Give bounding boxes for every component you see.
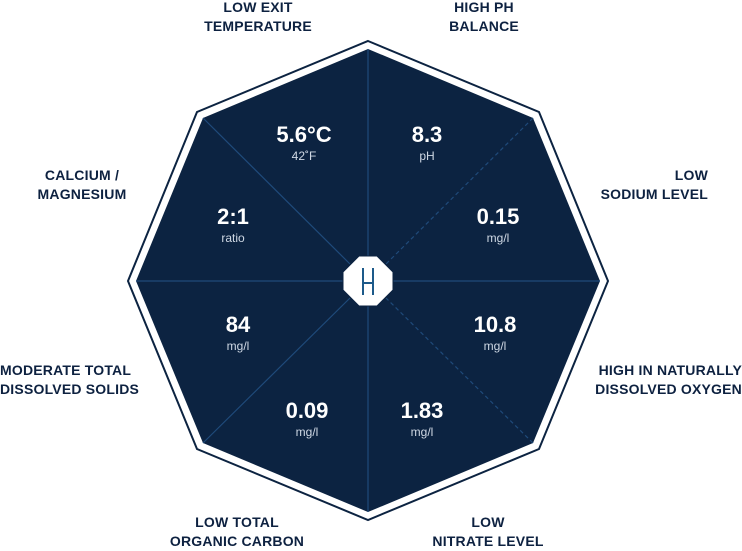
value-unit: mg/l — [226, 339, 250, 353]
label-line: LOW — [471, 514, 505, 530]
h-logo-icon — [362, 268, 374, 295]
value-unit: mg/l — [295, 425, 319, 439]
value-number: 0.09 — [285, 398, 329, 423]
value-number: 0.15 — [476, 204, 520, 229]
value-unit: mg/l — [410, 425, 434, 439]
value-calcium-magnesium: 2:1 ratio — [217, 204, 249, 246]
value-number: 10.8 — [473, 312, 517, 337]
octagon-outer-border — [126, 39, 610, 522]
value-sodium-level: 0.15 mg/l — [477, 204, 520, 246]
label-dissolved-solids: MODERATE TOTAL DISSOLVED SOLIDS — [0, 361, 139, 399]
label-sodium-level: LOW SODIUM LEVEL — [601, 166, 708, 204]
label-line: MODERATE TOTAL — [0, 362, 132, 378]
value-dissolved-oxygen: 10.8 mg/l — [474, 312, 517, 354]
label-calcium-magnesium: CALCIUM / MAGNESIUM — [38, 166, 127, 204]
value-organic-carbon: 0.09 mg/l — [286, 398, 329, 440]
value-exit-temperature: 5.6°C 42˚F — [276, 122, 331, 164]
divider-diagonal-bottom-left — [202, 297, 351, 444]
divider-diagonal-top-left — [202, 117, 351, 265]
label-ph-balance: HIGH PH BALANCE — [449, 0, 519, 36]
value-unit: mg/l — [486, 231, 510, 245]
label-line: BALANCE — [449, 18, 519, 34]
value-unit: pH — [419, 149, 435, 163]
value-number: 84 — [225, 312, 251, 337]
label-dissolved-oxygen: HIGH IN NATURALLY DISSOLVED OXYGEN — [595, 361, 742, 399]
value-unit: 42˚F — [291, 149, 317, 163]
label-line: ORGANIC CARBON — [169, 533, 305, 549]
label-line: DISSOLVED OXYGEN — [595, 381, 742, 397]
label-line: DISSOLVED SOLIDS — [0, 381, 140, 397]
value-nitrate-level: 1.83 mg/l — [401, 398, 444, 440]
value-number: 2:1 — [217, 204, 249, 229]
label-line: TEMPERATURE — [204, 18, 312, 34]
label-line: CALCIUM / — [44, 167, 120, 183]
value-unit: ratio — [221, 231, 245, 245]
label-line: LOW TOTAL — [195, 514, 279, 530]
label-line: NITRATE LEVEL — [432, 533, 544, 549]
label-line: MAGNESIUM — [37, 186, 127, 202]
value-number: 1.83 — [400, 398, 444, 423]
label-line: HIGH PH — [454, 0, 514, 15]
label-line: LOW EXIT — [223, 0, 293, 15]
label-line: HIGH IN NATURALLY — [598, 362, 742, 378]
label-organic-carbon: LOW TOTAL ORGANIC CARBON — [170, 513, 304, 551]
center-badge — [342, 255, 394, 307]
value-number: 5.6°C — [276, 122, 332, 147]
label-exit-temperature: LOW EXIT TEMPERATURE — [204, 0, 312, 36]
value-unit: mg/l — [483, 339, 507, 353]
label-line: SODIUM LEVEL — [600, 186, 708, 202]
label-line: LOW — [674, 167, 708, 183]
value-number: 8.3 — [411, 122, 443, 147]
value-ph-balance: 8.3 pH — [412, 122, 443, 164]
value-dissolved-solids: 84 mg/l — [226, 312, 250, 354]
label-nitrate-level: LOW NITRATE LEVEL — [432, 513, 543, 551]
